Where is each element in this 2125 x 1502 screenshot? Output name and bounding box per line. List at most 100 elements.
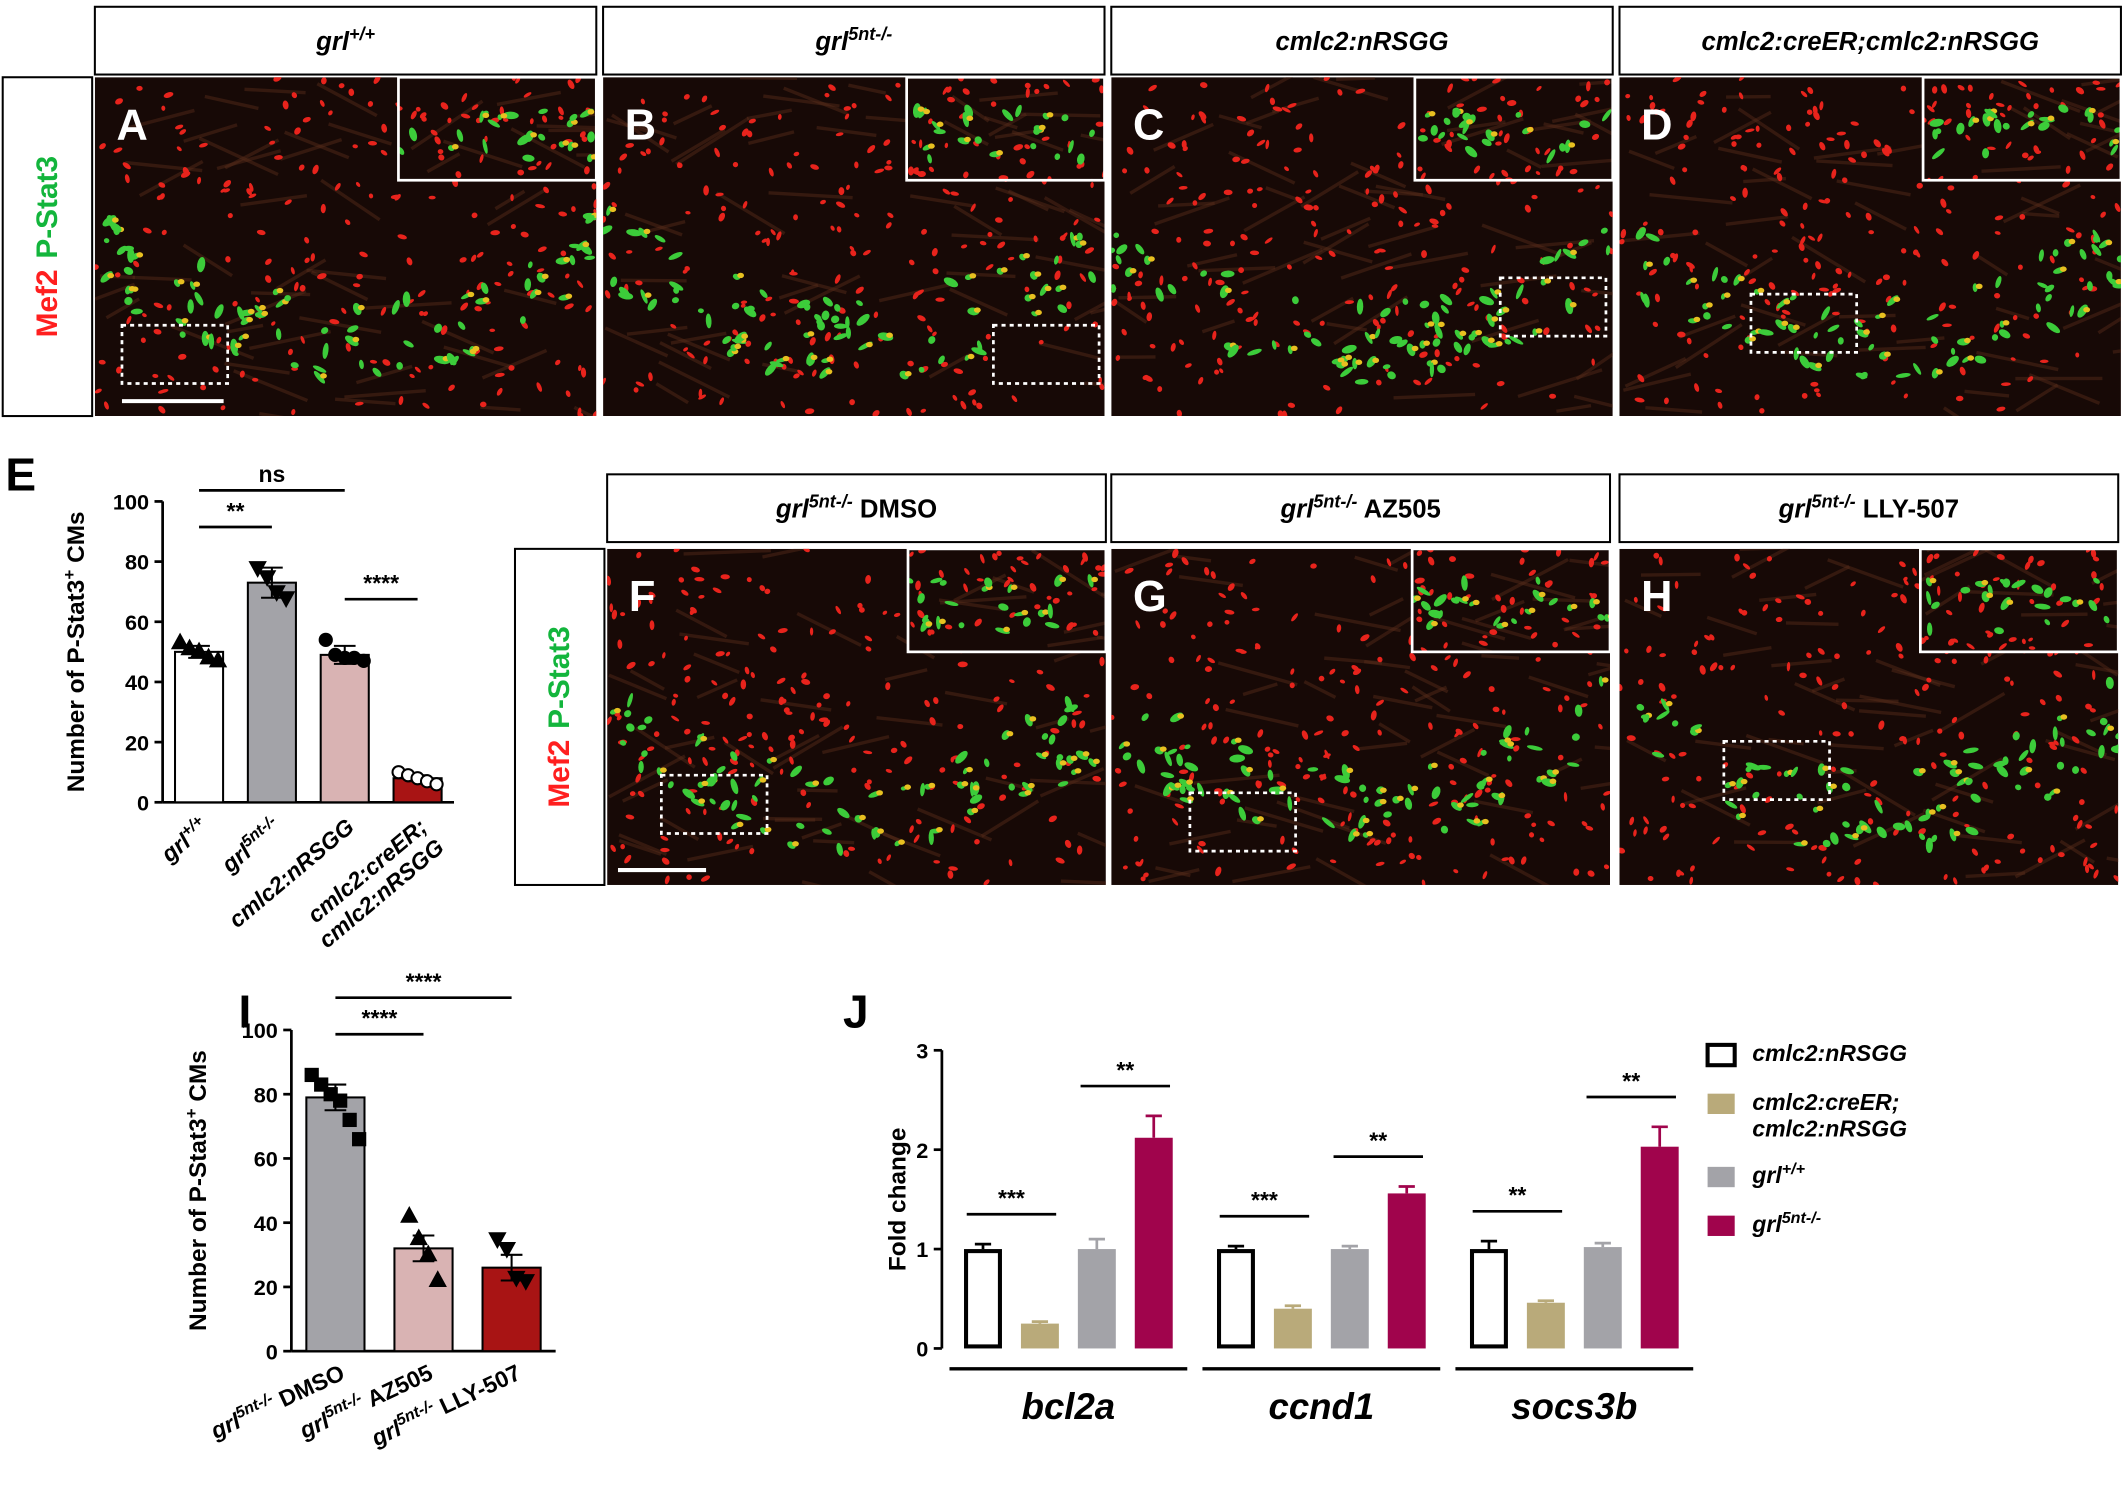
nucleus bbox=[1686, 337, 1692, 345]
overlap-signal bbox=[1003, 626, 1011, 633]
fiber bbox=[638, 124, 677, 140]
nucleus bbox=[1008, 197, 1013, 202]
nucleus bbox=[1544, 148, 1551, 156]
fiber bbox=[1995, 306, 2030, 321]
nucleus bbox=[2037, 560, 2045, 567]
inset-border bbox=[1921, 75, 2123, 182]
nucleus bbox=[907, 360, 914, 367]
overlap-signal bbox=[1225, 287, 1232, 294]
nucleus bbox=[1198, 377, 1204, 385]
nucleus bbox=[742, 201, 748, 209]
fiber bbox=[796, 612, 862, 647]
nucleus bbox=[290, 266, 295, 275]
nucleus bbox=[1138, 271, 1143, 279]
pstat-signal bbox=[1116, 244, 1128, 255]
pstat-signal bbox=[730, 751, 738, 761]
pstat-signal bbox=[2056, 761, 2065, 770]
fiber bbox=[1011, 130, 1064, 152]
nucleus bbox=[1657, 605, 1666, 612]
nucleus bbox=[1916, 737, 1921, 746]
nucleus bbox=[1755, 125, 1760, 132]
nucleus bbox=[1501, 169, 1509, 177]
nucleus bbox=[1899, 736, 1906, 742]
nucleus bbox=[1144, 167, 1150, 174]
pstat-signal bbox=[1178, 778, 1193, 789]
nucleus bbox=[502, 118, 509, 122]
pstat-signal bbox=[1564, 139, 1571, 154]
overlap-signal bbox=[1928, 809, 1936, 815]
pstat-signal bbox=[1671, 720, 1679, 727]
overlap-signal bbox=[923, 108, 931, 115]
nucleus bbox=[1501, 857, 1510, 861]
nucleus bbox=[648, 661, 655, 667]
nucleus bbox=[2012, 315, 2018, 321]
nucleus bbox=[1454, 356, 1460, 362]
fiber bbox=[928, 352, 972, 379]
nucleus bbox=[1661, 776, 1670, 782]
pstat-signal bbox=[123, 245, 135, 252]
nucleus bbox=[1878, 720, 1885, 730]
nucleus bbox=[2079, 150, 2086, 160]
nucleus bbox=[440, 325, 448, 335]
pstat-signal bbox=[1200, 270, 1208, 277]
pstat-signal bbox=[1015, 104, 1022, 118]
pstat-signal bbox=[759, 289, 768, 298]
fiber bbox=[1965, 590, 2054, 597]
pstat-signal bbox=[358, 359, 364, 370]
nucleus bbox=[1967, 84, 1973, 92]
nucleus bbox=[993, 696, 1000, 702]
nucleus bbox=[1531, 194, 1538, 200]
nucleus bbox=[1386, 558, 1392, 567]
fiber bbox=[762, 362, 802, 374]
panel-letter: A bbox=[117, 102, 148, 150]
nucleus bbox=[1430, 665, 1438, 672]
nucleus bbox=[846, 701, 851, 707]
pstat-signal bbox=[2029, 739, 2037, 754]
nucleus bbox=[853, 361, 859, 369]
nucleus bbox=[1865, 212, 1872, 221]
overlap-signal bbox=[644, 292, 652, 298]
nucleus bbox=[624, 854, 632, 864]
nucleus bbox=[1191, 114, 1195, 121]
nucleus bbox=[560, 250, 567, 257]
nucleus bbox=[1251, 607, 1260, 612]
pstat-signal bbox=[1562, 248, 1577, 259]
nucleus bbox=[1535, 147, 1540, 155]
fiber bbox=[259, 412, 285, 417]
nucleus bbox=[1264, 237, 1273, 244]
nucleus bbox=[1945, 610, 1953, 616]
nucleus bbox=[558, 211, 568, 217]
nucleus bbox=[1826, 137, 1835, 142]
bar bbox=[393, 1247, 454, 1353]
nucleus bbox=[565, 273, 570, 279]
nucleus bbox=[471, 104, 479, 110]
overlap-signal bbox=[1044, 285, 1052, 292]
fiber bbox=[1681, 786, 1747, 807]
pstat-signal bbox=[2087, 112, 2094, 123]
pstat-signal bbox=[2092, 229, 2101, 243]
nucleus bbox=[352, 283, 361, 288]
nucleus bbox=[785, 711, 793, 715]
nucleus bbox=[291, 409, 296, 416]
nucleus bbox=[1118, 781, 1127, 787]
overlap-signal bbox=[1569, 302, 1577, 308]
nucleus bbox=[2018, 80, 2027, 88]
fiber bbox=[1811, 677, 1846, 693]
nucleus bbox=[1313, 730, 1324, 736]
nucleus bbox=[1898, 653, 1904, 659]
overlap-signal bbox=[451, 144, 459, 150]
overlap-signal bbox=[563, 256, 571, 263]
nucleus bbox=[1658, 682, 1666, 692]
overlap-signal bbox=[1481, 818, 1489, 825]
fiber bbox=[1302, 222, 1370, 265]
nucleus bbox=[1864, 792, 1872, 797]
pstat-signal bbox=[1292, 296, 1299, 305]
nucleus bbox=[2078, 799, 2085, 805]
nucleus bbox=[920, 408, 927, 413]
fiber bbox=[2089, 709, 2119, 723]
bar bbox=[964, 1249, 1002, 1349]
fiber bbox=[334, 397, 396, 406]
bar bbox=[1134, 1137, 1173, 1349]
pstat-signal bbox=[720, 799, 731, 811]
nucleus bbox=[1272, 749, 1280, 754]
